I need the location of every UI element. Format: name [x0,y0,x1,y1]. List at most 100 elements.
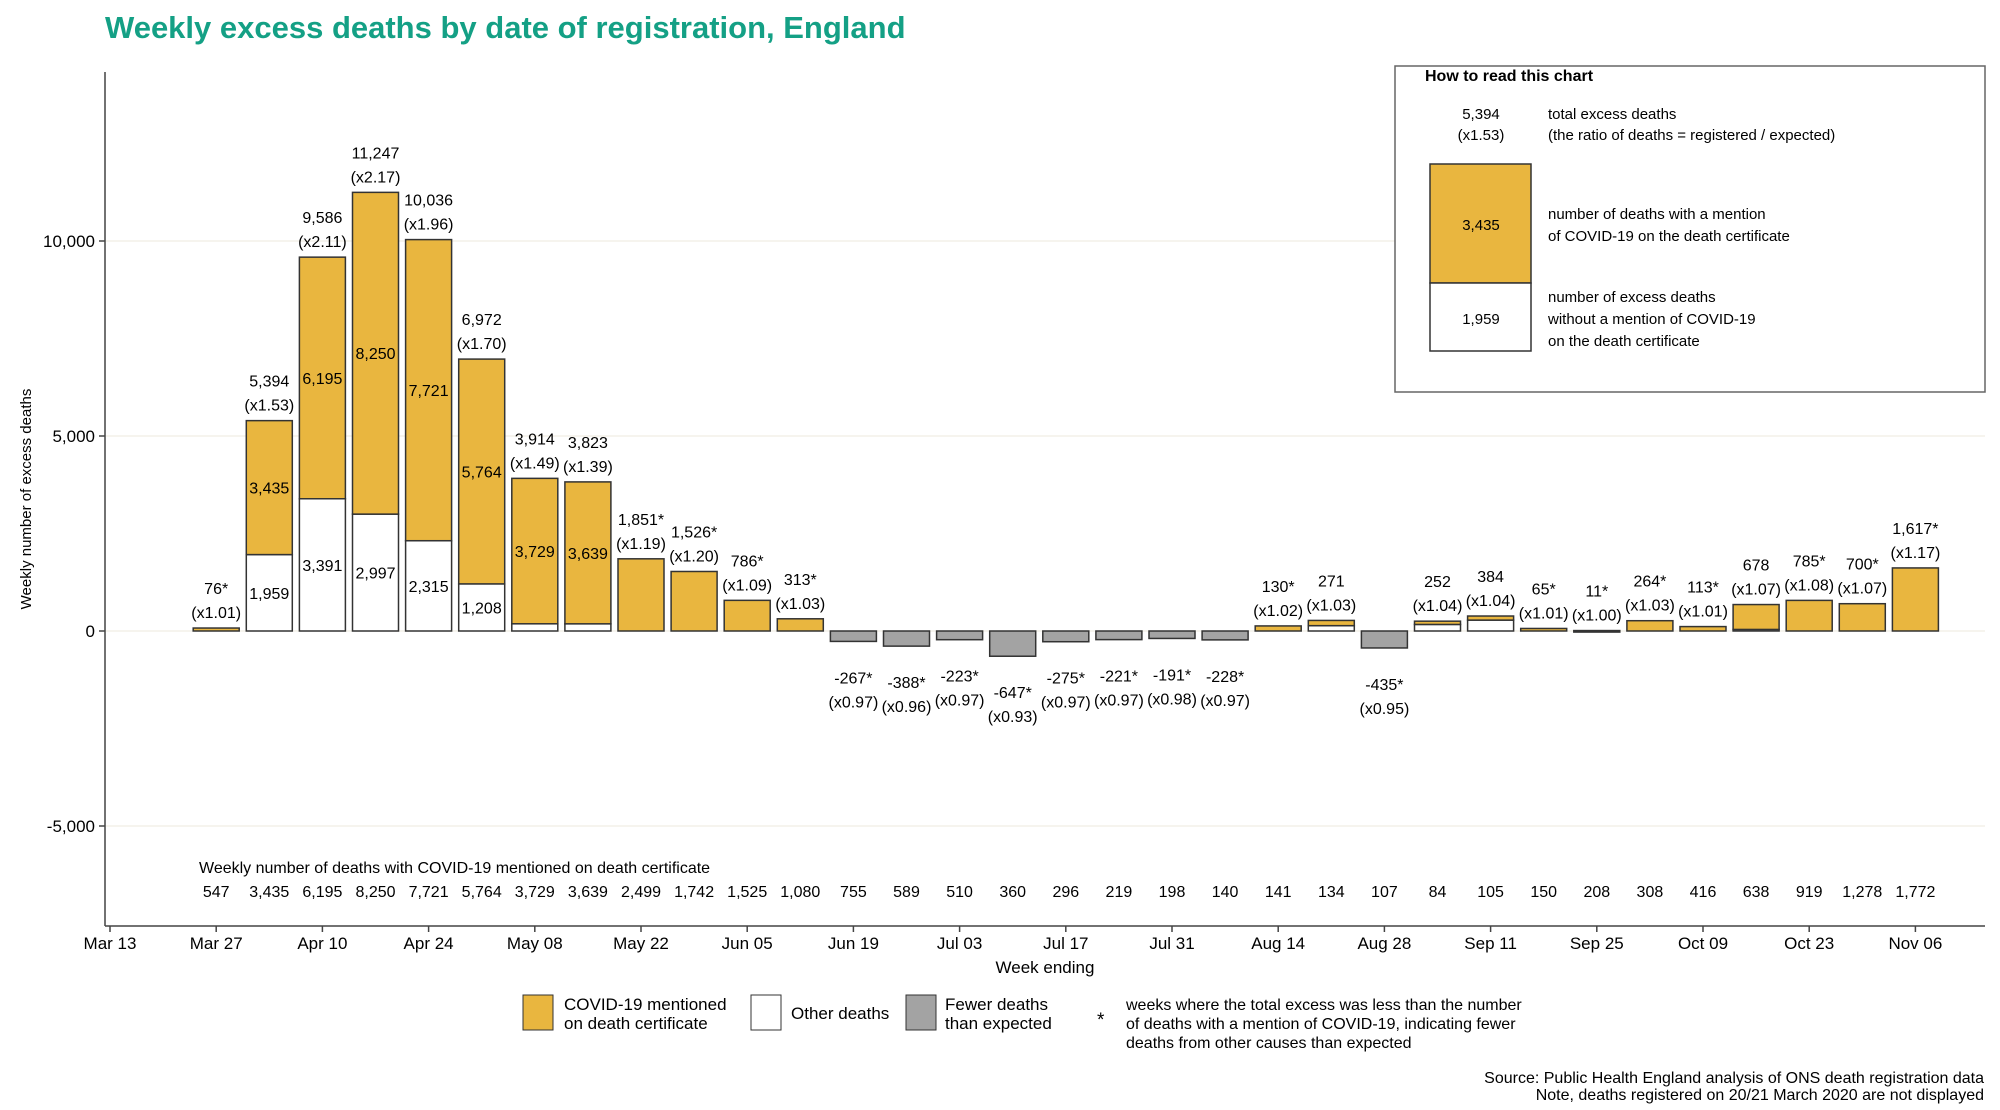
bar-ratio-label: (x1.39) [563,459,613,476]
bar-total-label: -647* [994,685,1032,702]
bar-covid [1838,602,1887,632]
x-tick-label: May 22 [613,934,669,953]
bar-fewer [988,630,1037,657]
bar-covid [1519,627,1568,632]
how-to-read-other-swatch [1429,282,1532,352]
y-tick-label: -5,000 [47,817,95,836]
legend-fewer-label-1: Fewer deaths [945,995,1048,1014]
bar-covid-value: 5,764 [462,464,502,481]
legend-fewer-swatch [905,994,937,1031]
covid-row-value: 219 [1106,884,1133,901]
legend-fewer-label-2: than expected [945,1014,1052,1033]
bar-ratio-label: (x1.17) [1891,545,1941,562]
bar-other [1307,624,1356,632]
legend-star: * [1097,1010,1105,1031]
how-to-read-covid-desc-1: number of deaths with a mention [1548,206,1766,223]
bar-ratio-label: (x1.04) [1413,598,1463,615]
x-tick-label: Oct 23 [1784,934,1834,953]
bar-covid [192,627,240,632]
bar-covid [1679,625,1727,632]
legend-other-label: Other deaths [791,1004,889,1023]
bar-ratio-label: (x1.01) [191,605,241,622]
legend: COVID-19 mentioned on death certificate … [522,994,1522,1052]
bar-fewer [1042,630,1090,643]
bar-covid-value: 8,250 [355,346,395,363]
bar-other [457,583,506,632]
bar-total-label: 3,914 [515,431,555,448]
covid-row-value: 7,721 [409,884,449,901]
bar-total-label: 786* [731,553,764,570]
x-tick-label: Apr 10 [297,934,347,953]
bar-ratio-label: (x1.00) [1572,608,1622,625]
covid-row-value: 5,764 [462,884,502,901]
how-to-read-ratio: (x1.53) [1458,127,1505,144]
bar-total-label: 1,526* [671,524,717,541]
bar-covid [457,358,506,585]
bar-ratio-label: (x0.97) [1094,693,1144,710]
x-tick-label: Jul 31 [1149,934,1194,953]
bar-total-label: 11* [1585,584,1608,601]
covid-row-value: 755 [840,884,867,901]
bars [192,191,1940,657]
x-tick-label: Jul 17 [1043,934,1088,953]
x-tick-label: Oct 09 [1678,934,1728,953]
bar-other-value: 3,391 [302,558,342,575]
covid-row-value: 3,435 [249,884,289,901]
x-tick-label: Mar 27 [190,934,243,953]
covid-row-value: 1,080 [780,884,820,901]
covid-row-title: Weekly number of deaths with COVID-19 me… [199,860,710,877]
bar-covid [404,238,453,542]
source-line-1: Source: Public Health England analysis o… [1484,1070,1984,1087]
bar-ratio-label: (x0.97) [829,694,879,711]
bar-other [351,513,400,632]
chart-title: Weekly excess deaths by date of registra… [105,10,906,45]
bar-total-label: 384 [1477,569,1504,586]
bar-fewer [1201,630,1249,641]
bar-covid-value: 7,721 [409,383,449,400]
covid-row-value: 8,250 [355,884,395,901]
bar-covid [617,558,665,632]
covid-row: 547 3,435 6,195 8,250 7,721 5,764 3,729 3,639 2,… [203,884,1936,901]
bar-covid [1785,599,1833,632]
bar-total-label: -191* [1153,667,1191,684]
bar-other [298,498,347,632]
bar-total-label: 3,823 [568,435,608,452]
bar-total-label: 1,851* [618,512,664,529]
bar-total-label: -275* [1047,671,1085,688]
bar-covid-value: 3,435 [249,481,289,498]
bar-covid [351,191,400,515]
x-tick-label: Jun 19 [828,934,879,953]
bar-ratio-label: (x1.02) [1253,603,1303,620]
bar-ratio-label: (x0.97) [1200,693,1250,710]
x-ticks: Mar 13 Mar 27 Apr 10 Apr 24 May 08 May 22 Jun … [84,926,1942,953]
bar-total-label: 1,617* [1892,521,1938,538]
bar-other [1466,619,1515,632]
bar-other [564,623,612,632]
bar-total-label: 678 [1743,558,1770,575]
how-to-read-ratio-desc: (the ratio of deaths = registered / expe… [1548,127,1835,144]
bar-ratio-label: (x1.96) [404,217,454,234]
legend-covid-label-1: COVID-19 mentioned [564,995,727,1014]
bar-covid [1413,620,1462,626]
x-tick-label: Apr 24 [404,934,454,953]
bar-ratio-label: (x1.04) [1466,593,1516,610]
covid-row-value: 84 [1429,884,1447,901]
bar-covid [776,618,825,632]
legend-other-swatch [750,994,782,1031]
bar-ratio-label: (x1.03) [775,596,825,613]
bar-other-value: 2,997 [355,566,395,583]
bar-ratio-label: (x0.95) [1360,701,1410,718]
bar-total-label: -267* [834,670,872,687]
bar-ratio-label: (x0.96) [882,699,932,716]
bar-covid [1891,567,1940,632]
bar-covid [1573,629,1621,633]
bar-ratio-label: (x1.03) [1306,597,1356,614]
bar-total-label: -388* [887,675,925,692]
how-to-read-other-desc-1: number of excess deaths [1548,289,1716,306]
bar-ratio-label: (x1.49) [510,455,560,472]
how-to-read-other-desc-2: without a mention of COVID-19 [1547,311,1756,328]
how-to-read-covid-swatch [1429,163,1532,284]
bar-total-label: 11,247 [352,145,400,162]
bar-ratio-label: (x0.93) [988,709,1038,726]
bar-labels: 76* (x1.01) 5,394 (x1.53) 3,435 1,959 9,586 (x2… [191,145,1940,726]
